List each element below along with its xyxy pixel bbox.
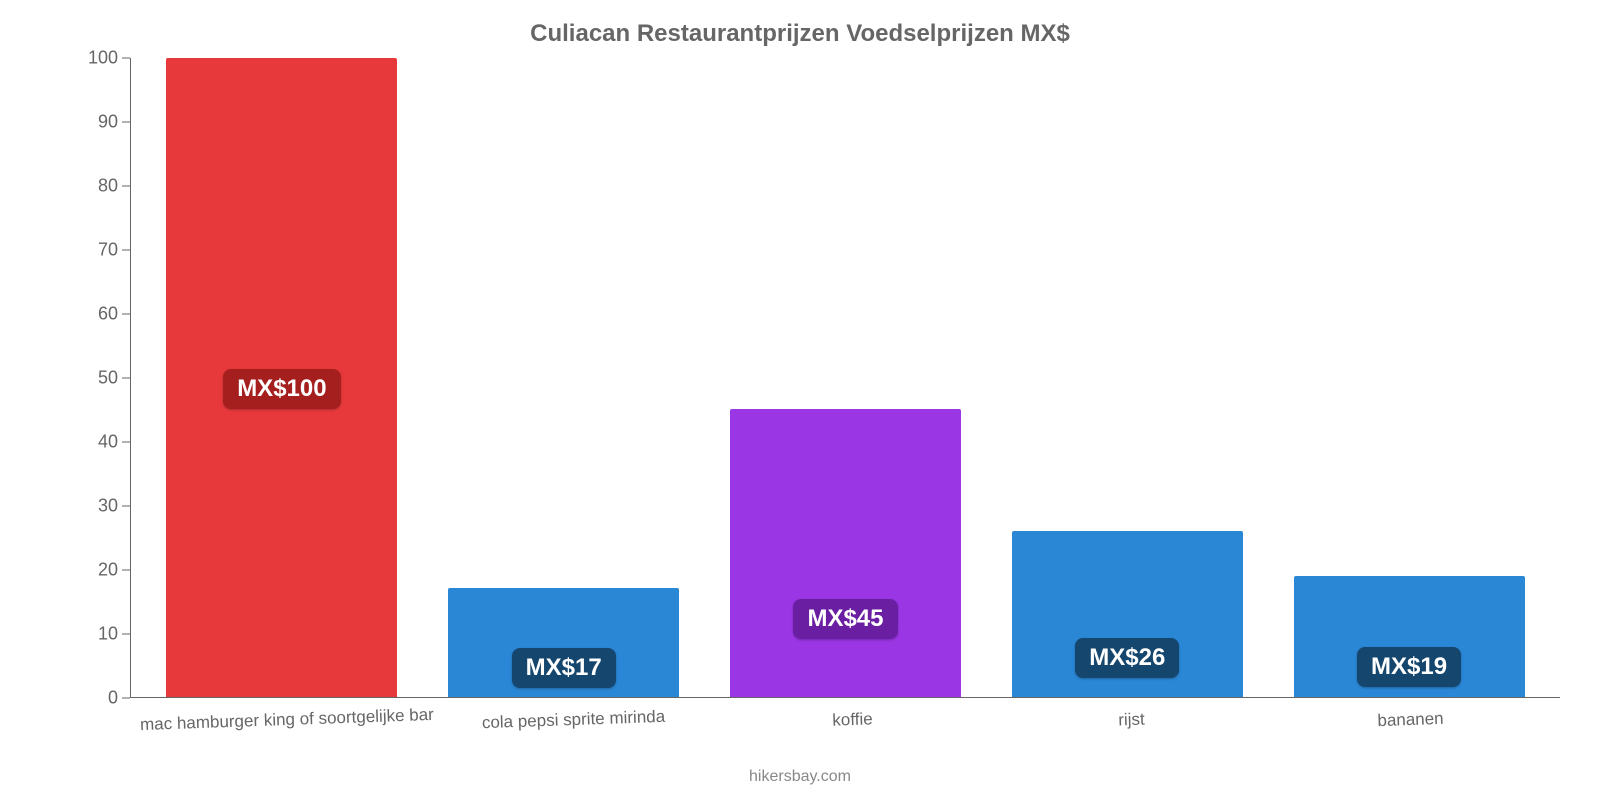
plot-area: MX$100 MX$17 MX$45 MX$26 MX$19 <box>130 58 1560 698</box>
chart-container: Culiacan Restaurantprijzen Voedselprijze… <box>0 0 1600 800</box>
x-tick-label: bananen <box>1271 705 1551 735</box>
y-axis: 0102030405060708090100 <box>40 58 130 698</box>
y-tick-label: 40 <box>48 432 118 453</box>
bar: MX$17 <box>448 588 679 697</box>
y-tick-mark <box>122 506 130 507</box>
y-tick-mark <box>122 250 130 251</box>
bar-slot: MX$26 <box>986 58 1268 697</box>
chart-title: Culiacan Restaurantprijzen Voedselprijze… <box>40 20 1560 48</box>
y-tick-mark <box>122 570 130 571</box>
y-tick-label: 10 <box>48 624 118 645</box>
y-tick-label: 70 <box>48 240 118 261</box>
x-tick-label: rijst <box>992 705 1272 735</box>
plot-outer: 0102030405060708090100 MX$100MX$17MX$45M… <box>40 58 1560 698</box>
y-tick-mark <box>122 698 130 699</box>
x-axis-labels: mac hamburger king of soortgelijke barco… <box>130 710 1560 730</box>
y-tick-label: 90 <box>48 112 118 133</box>
y-tick-label: 0 <box>48 688 118 709</box>
bar-slot: MX$19 <box>1268 58 1550 697</box>
bar-value-badge: MX$19 <box>1357 647 1461 687</box>
x-tick-label: mac hamburger king of soortgelijke bar <box>140 705 434 735</box>
y-tick-mark <box>122 442 130 443</box>
bar-slot: MX$100 <box>141 58 423 697</box>
x-tick-label: koffie <box>713 705 993 735</box>
bar: MX$26 <box>1012 531 1243 697</box>
bar: MX$45 <box>730 409 961 697</box>
bar: MX$19 <box>1294 576 1525 697</box>
y-tick-label: 100 <box>48 48 118 69</box>
bar-value-badge: MX$45 <box>793 599 897 639</box>
bar: MX$100 <box>166 58 397 697</box>
y-tick-mark <box>122 378 130 379</box>
y-tick-label: 50 <box>48 368 118 389</box>
y-tick-mark <box>122 634 130 635</box>
bar-slot: MX$45 <box>705 58 987 697</box>
attribution-text: hikersbay.com <box>0 768 1600 786</box>
y-tick-label: 80 <box>48 176 118 197</box>
y-tick-mark <box>122 58 130 59</box>
bar-value-badge: MX$17 <box>512 648 616 688</box>
x-tick-label: cola pepsi sprite mirinda <box>434 705 714 735</box>
bar-slot: MX$17 <box>423 58 705 697</box>
y-tick-label: 30 <box>48 496 118 517</box>
y-tick-mark <box>122 314 130 315</box>
y-tick-mark <box>122 186 130 187</box>
y-tick-label: 60 <box>48 304 118 325</box>
y-tick-label: 20 <box>48 560 118 581</box>
bar-value-badge: MX$100 <box>223 369 340 409</box>
bar-value-badge: MX$26 <box>1075 638 1179 678</box>
y-tick-mark <box>122 122 130 123</box>
